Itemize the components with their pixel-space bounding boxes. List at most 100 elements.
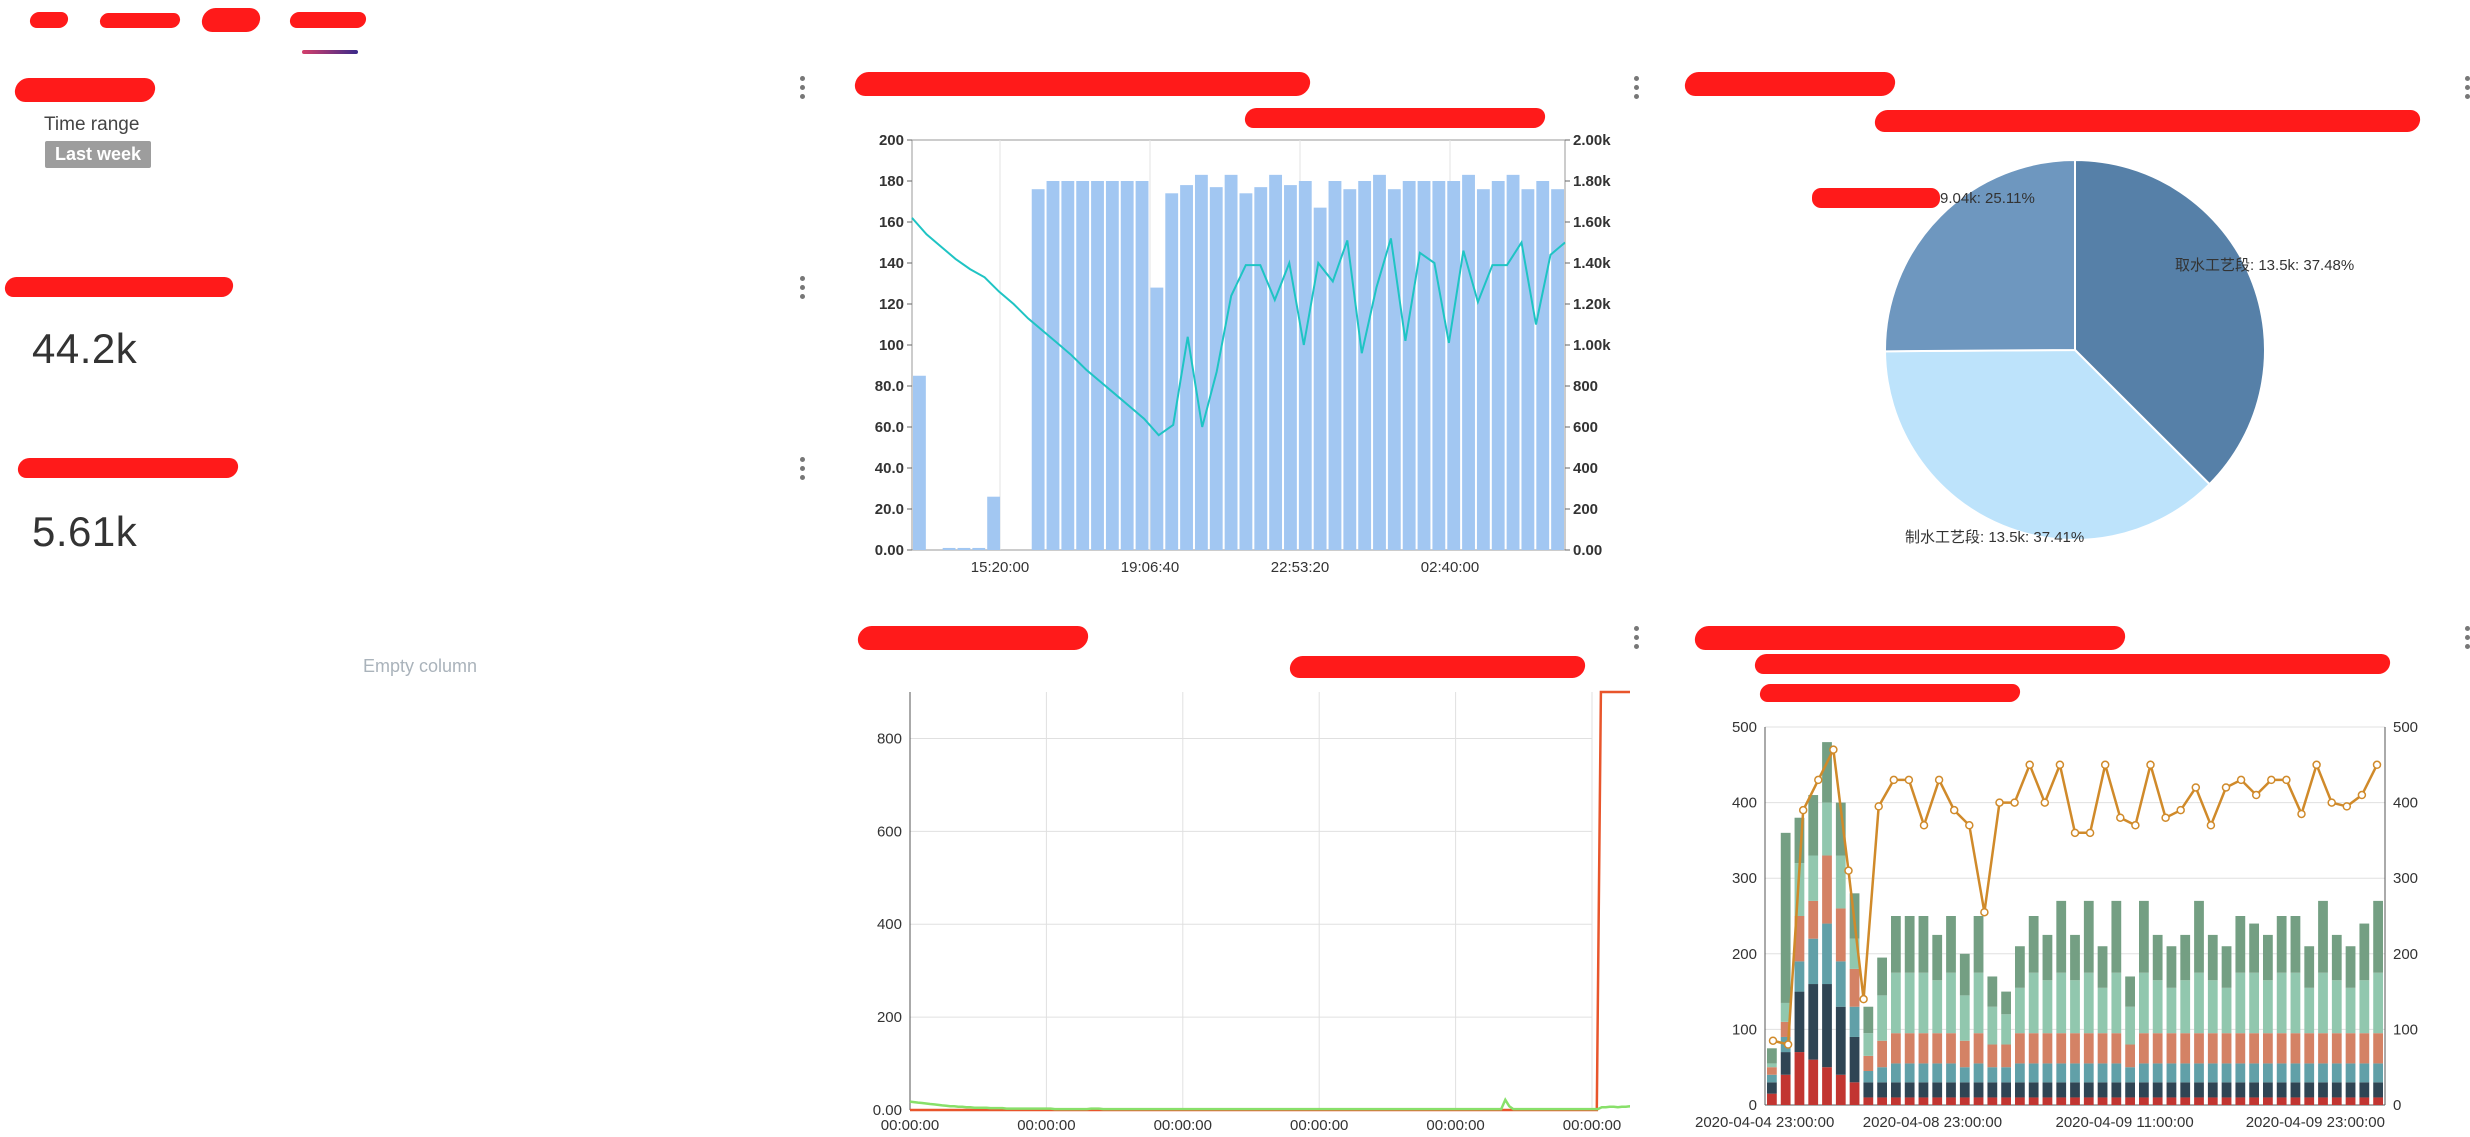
bar — [1165, 193, 1179, 551]
stacked-bar-segment — [1780, 1002, 1791, 1022]
pie-slice — [2074, 158, 2266, 486]
stacked-bar-segment — [2207, 1063, 2218, 1083]
more-menu-icon[interactable] — [797, 274, 807, 300]
bar — [1432, 181, 1446, 550]
line-point — [1904, 775, 1914, 785]
line-point — [2251, 790, 2261, 800]
stacked-bar-segment — [2166, 1082, 2177, 1098]
stacked-bar-segment — [2139, 1063, 2149, 1083]
stacked-bar-segment — [2083, 972, 2094, 1034]
stacked-bar-segment — [1822, 742, 1832, 803]
y2-tick-label: 200 — [1573, 501, 1598, 518]
tab-1[interactable] — [28, 12, 70, 28]
stacked-bar-segment — [2194, 1033, 2204, 1064]
stacked-bar-segment — [2111, 1063, 2122, 1083]
stacked-bar-segment — [2304, 1082, 2315, 1098]
bar — [1447, 181, 1461, 550]
line-point — [2342, 802, 2352, 811]
stacked-bar-segment — [2345, 1033, 2356, 1064]
stacked-bar-segment — [1987, 1082, 1998, 1098]
stacked-bar-segment — [2125, 1097, 2135, 1105]
more-menu-icon[interactable] — [797, 74, 807, 100]
stacked-bar-segment — [2359, 1097, 2370, 1105]
y-tick-label: 0.00 — [873, 1102, 902, 1119]
stacked-bar-segment — [2001, 1097, 2011, 1105]
line-point — [2085, 828, 2095, 838]
tab-3[interactable] — [200, 8, 262, 32]
stacked-bar-segment — [2015, 1063, 2025, 1083]
line-point — [2176, 805, 2185, 815]
time-range-value-button[interactable]: Last week — [45, 141, 152, 168]
stacked-bar-segment — [2331, 934, 2342, 981]
x-tick-label: 00:00:00 — [1017, 1117, 1075, 1134]
bar — [1402, 181, 1416, 550]
x-tick-label: 00:00:00 — [1563, 1117, 1621, 1134]
chart-3-legend[interactable] — [1288, 656, 1587, 678]
x-tick-label: 00:00:00 — [1290, 1117, 1348, 1134]
stacked-bar-segment — [2359, 1033, 2370, 1064]
stacked-bar-segment — [1794, 1052, 1805, 1105]
x-tick-label: 15:20:00 — [971, 559, 1029, 576]
line-point — [1965, 821, 1974, 830]
stacked-bar-segment — [1959, 995, 1970, 1041]
stacked-bar-segment — [2028, 1097, 2039, 1105]
stacked-bar-segment — [2373, 1097, 2383, 1105]
stacked-bar-segment — [2373, 1033, 2383, 1064]
more-menu-icon[interactable] — [2462, 624, 2470, 650]
chart-1-legend[interactable] — [1243, 108, 1547, 128]
stacked-bar-segment — [2331, 1063, 2342, 1083]
stacked-bar-segment — [2180, 1082, 2191, 1098]
stacked-bar-segment — [2194, 1063, 2204, 1083]
chart-4-legend[interactable] — [1753, 654, 2392, 674]
stacked-bar-segment — [2028, 916, 2039, 973]
line-point — [2010, 798, 2019, 807]
stacked-bar-segment — [1863, 1055, 1874, 1071]
stacked-bar-segment — [2318, 900, 2328, 973]
bar — [1239, 193, 1253, 551]
stacked-bar-segment — [2097, 1063, 2108, 1083]
y2-tick-label: 1.80k — [1573, 173, 1611, 190]
stacked-bar-segment — [2028, 1063, 2039, 1083]
stacked-bar-segment — [1973, 972, 1984, 1034]
stacked-bar-segment — [1863, 1033, 1874, 1056]
y2-tick-label: 0 — [2393, 1097, 2401, 1114]
more-menu-icon[interactable] — [797, 455, 807, 481]
stacked-bar-segment — [2070, 1033, 2080, 1064]
bar — [1150, 287, 1164, 550]
y2-tick-label: 800 — [1573, 378, 1598, 395]
bar — [1194, 174, 1208, 550]
stacked-bar-segment — [1973, 1063, 1984, 1083]
stacked-bar-segment — [2345, 1097, 2356, 1105]
y2-tick-label: 1.40k — [1573, 255, 1611, 272]
stacked-bar-segment — [1904, 972, 1915, 1034]
chart-3-title — [856, 626, 1090, 650]
stacked-bar-segment — [2166, 987, 2177, 1034]
stacked-bar-segment — [2207, 1097, 2218, 1105]
stacked-bar-segment — [1780, 1021, 1791, 1037]
line-point — [1829, 745, 1838, 754]
stacked-bar-segment — [2194, 1097, 2204, 1105]
tab-2[interactable] — [98, 13, 182, 28]
bar — [1209, 187, 1223, 550]
more-menu-icon[interactable] — [1631, 74, 1641, 100]
line-point — [2131, 821, 2140, 830]
bar — [1224, 174, 1238, 550]
tab-4-active[interactable] — [288, 12, 368, 28]
stacked-bar-segment — [2056, 972, 2067, 1034]
more-menu-icon[interactable] — [1631, 624, 1641, 650]
line-point — [2100, 760, 2110, 770]
stacked-bar-segment — [1891, 1033, 1901, 1064]
chart-2-legend[interactable] — [1873, 110, 2422, 132]
stacked-bar-segment — [2028, 1033, 2039, 1064]
y2-tick-label: 1.00k — [1573, 337, 1611, 354]
stacked-bar-segment — [2235, 1063, 2246, 1083]
stacked-bar-segment — [1767, 1093, 1777, 1105]
bar — [1284, 185, 1297, 550]
stacked-bar-segment — [2304, 1097, 2315, 1105]
bar — [1328, 181, 1342, 550]
line-point — [1874, 802, 1883, 811]
more-menu-icon[interactable] — [2462, 74, 2470, 100]
pie-chart: 9.04k: 25.11% 取水工艺段: 13.5k: 37.48% 制水工艺段: … — [1812, 158, 2354, 546]
stacked-bar-segment — [2373, 1063, 2383, 1083]
stacked-bar-segment — [1835, 1006, 1846, 1075]
